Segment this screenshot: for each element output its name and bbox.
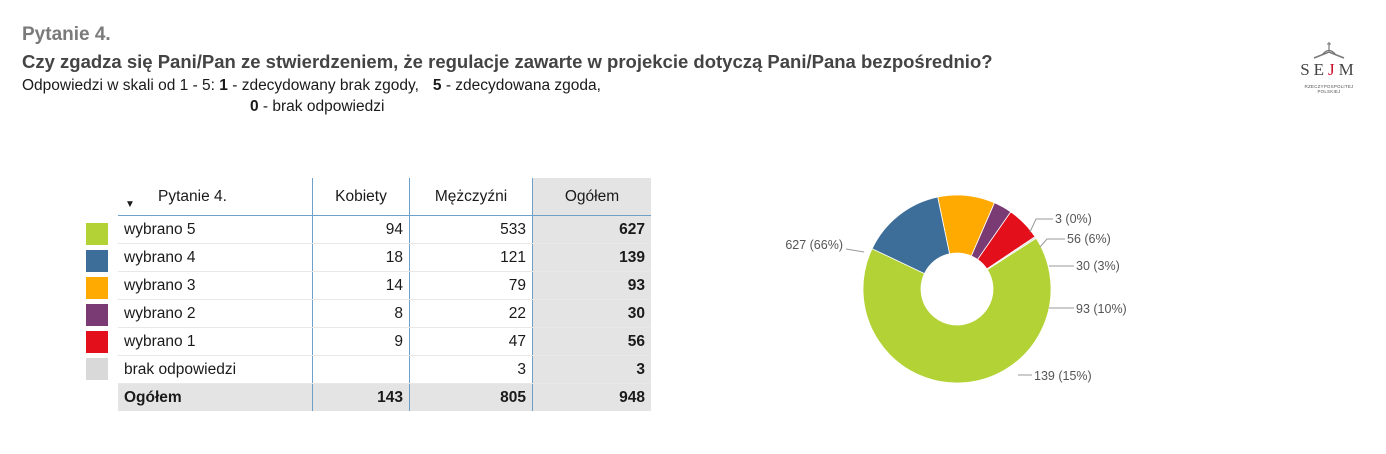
question-text: Czy zgadza się Pani/Pan ze stwierdzeniem… — [22, 51, 993, 72]
legend-swatch-5 — [86, 223, 108, 245]
cell-mezczyzni: 22 — [409, 299, 533, 328]
row-label: wybrano 1 — [118, 327, 313, 356]
table-total-row: Ogółem 143 805 948 — [118, 383, 651, 411]
donut-slice-6 — [986, 236, 1037, 271]
total-ogolem: 948 — [532, 383, 651, 411]
cell-mezczyzni: 121 — [409, 243, 533, 272]
cell-kobiety: 9 — [312, 327, 410, 356]
total-kobiety: 143 — [312, 383, 410, 411]
cell-kobiety: 94 — [312, 215, 410, 244]
slice-leader-line — [1029, 218, 1053, 233]
donut-slice-2 — [871, 196, 951, 275]
slice-leader-line — [845, 248, 865, 253]
cell-mezczyzni: 79 — [409, 271, 533, 300]
slice-data-label: 56 (6%) — [1067, 232, 1111, 246]
sort-down-icon[interactable]: ▼ — [125, 199, 135, 210]
row-label: wybrano 3 — [118, 271, 313, 300]
donut-slice-4 — [970, 202, 1012, 261]
header-kobiety: Kobiety — [312, 178, 410, 216]
row-label: brak odpowiedzi — [118, 355, 313, 384]
legend-swatch-4 — [86, 250, 108, 272]
legend-swatch-1 — [86, 331, 108, 353]
slice-leader-line — [1039, 238, 1065, 248]
scale-0-number: 0 — [250, 98, 259, 115]
cell-ogolem: 56 — [532, 327, 651, 356]
scale-1-text: - zdecydowany brak zgody, — [227, 77, 419, 94]
cell-kobiety: 8 — [312, 299, 410, 328]
scale-1-number: 1 — [219, 77, 228, 94]
scale-5-number: 5 — [432, 77, 442, 94]
donut-slice-5 — [977, 211, 1036, 270]
slice-data-label: 627 (66%) — [785, 238, 843, 252]
table-row: wybrano 1 9 47 56 — [118, 327, 651, 356]
table-header-row: Pytanie 4. ▼ Kobiety Mężczyźni Ogółem — [118, 178, 651, 216]
sejm-logo: SEJM RZECZYPOSPOLITEJ POLSKIEJ — [1296, 40, 1362, 96]
cell-mezczyzni: 533 — [409, 215, 533, 244]
row-label: wybrano 2 — [118, 299, 313, 328]
cell-kobiety — [312, 355, 410, 384]
header-question[interactable]: Pytanie 4. ▼ — [118, 178, 313, 216]
cell-kobiety: 18 — [312, 243, 410, 272]
table-row: brak odpowiedzi 3 3 — [118, 355, 651, 384]
cell-mezczyzni: 47 — [409, 327, 533, 356]
scale-5-text: - zdecydowana zgoda, — [441, 77, 601, 94]
header-ogolem: Ogółem — [532, 178, 651, 216]
question-number: Pytanie 4. — [22, 24, 111, 45]
legend-swatch-3 — [86, 277, 108, 299]
table-row: wybrano 4 18 121 139 — [118, 243, 651, 272]
cell-ogolem: 3 — [532, 355, 651, 384]
cell-ogolem: 30 — [532, 299, 651, 328]
cell-kobiety: 14 — [312, 271, 410, 300]
total-mezczyzni: 805 — [409, 383, 533, 411]
scale-intro: Odpowiedzi w skali od 1 - 5: — [22, 77, 220, 94]
cell-ogolem: 627 — [532, 215, 651, 244]
scale-0-text: - brak odpowiedzi — [258, 98, 385, 115]
total-label: Ogółem — [118, 383, 313, 411]
row-label: wybrano 5 — [118, 215, 313, 244]
legend-swatch-none — [86, 358, 108, 380]
legend-swatch-2 — [86, 304, 108, 326]
sejm-wordmark: SEJM — [1300, 60, 1358, 79]
slice-data-label: 3 (0%) — [1055, 212, 1092, 226]
donut-slice-3 — [937, 194, 996, 257]
scale-description-zero: 0 - brak odpowiedzi — [250, 98, 384, 116]
header-mezczyzni: Mężczyźni — [409, 178, 533, 216]
slice-data-label: 93 (10%) — [1076, 302, 1127, 316]
scale-description: Odpowiedzi w skali od 1 - 5: 1 - zdecydo… — [22, 77, 601, 95]
sejm-subtitle: RZECZYPOSPOLITEJ POLSKIEJ — [1304, 84, 1354, 94]
row-label: wybrano 4 — [118, 243, 313, 272]
cell-mezczyzni: 3 — [409, 355, 533, 384]
cell-ogolem: 139 — [532, 243, 651, 272]
table-row: wybrano 2 8 22 30 — [118, 299, 651, 328]
donut-slice-1 — [862, 237, 1052, 384]
slice-data-label: 30 (3%) — [1076, 259, 1120, 273]
table-row: wybrano 3 14 79 93 — [118, 271, 651, 300]
table-row: wybrano 5 94 533 627 — [118, 215, 651, 244]
sejm-emblem-icon — [1313, 42, 1345, 59]
cell-ogolem: 93 — [532, 271, 651, 300]
results-table: Pytanie 4. ▼ Kobiety Mężczyźni Ogółem wyb… — [118, 178, 651, 411]
slice-data-label: 139 (15%) — [1034, 369, 1092, 383]
